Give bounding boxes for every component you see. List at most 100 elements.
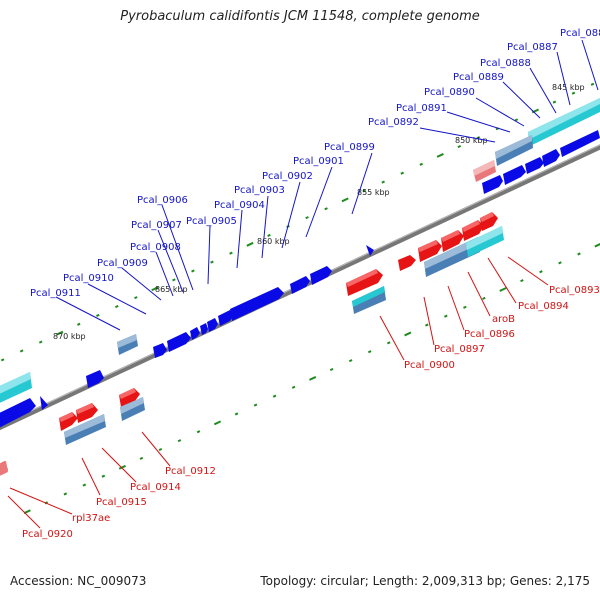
tick-mark: [151, 286, 159, 292]
gene-label-pcal-0911[interactable]: Pcal_0911: [30, 288, 81, 299]
tick-mark: [246, 241, 254, 247]
gene-label-aroB[interactable]: aroB: [492, 314, 515, 325]
tick-mark: [404, 331, 412, 337]
gene-label-pcal-0894[interactable]: Pcal_0894: [518, 301, 569, 312]
gene-label-pcal-0887[interactable]: Pcal_0887: [507, 42, 558, 53]
tick-mark: [291, 385, 296, 389]
tick-mark: [234, 412, 239, 416]
tick-mark: [425, 323, 429, 327]
tick-mark: [457, 144, 462, 149]
tick-mark: [19, 349, 24, 353]
tick-mark: [305, 216, 309, 220]
tick-mark: [436, 153, 444, 158]
tick-mark: [324, 207, 328, 211]
gene-label-pcal-0905[interactable]: Pcal_0905: [186, 216, 237, 227]
tick-mark: [76, 322, 81, 326]
gene-label-pcal-0888[interactable]: Pcal_0888: [480, 58, 531, 69]
tick-mark: [400, 171, 404, 175]
gene-label-pcal-0886[interactable]: Pcal_0886: [560, 28, 600, 39]
gene-label-pcal-0892[interactable]: Pcal_0892: [368, 117, 419, 128]
tick-mark: [56, 330, 64, 336]
leader-lines-top: [55, 39, 599, 331]
gene-label-pcal-0896[interactable]: Pcal_0896: [464, 329, 515, 340]
tick-mark: [419, 162, 424, 166]
kbp-label-870: 870 kbp: [53, 332, 86, 341]
leader-lines-bottom: [7, 256, 549, 529]
gene-label-pcal-0903[interactable]: Pcal_0903: [234, 185, 285, 196]
kbp-label-845: 845 kbp: [552, 83, 585, 92]
tick-mark: [348, 359, 353, 363]
tick-mark: [82, 483, 87, 487]
gene-label-rpl37ae[interactable]: rpl37ae: [72, 513, 110, 524]
tick-mark: [139, 456, 144, 460]
tick-mark: [552, 100, 557, 104]
gene-label-pcal-0900[interactable]: Pcal_0900: [404, 360, 455, 371]
tick-mark: [0, 358, 5, 362]
kbp-label-855: 855 kbp: [357, 188, 390, 197]
gene-label-pcal-0909[interactable]: Pcal_0909: [97, 258, 148, 269]
tick-mark: [229, 251, 233, 255]
tick-mark: [213, 420, 222, 426]
map-title: Pyrobaculum calidifontis JCM 11548, comp…: [120, 9, 480, 24]
tick-mark: [476, 136, 481, 140]
forward-genes-upper: [0, 130, 600, 428]
gene-label-pcal-0890[interactable]: Pcal_0890: [424, 87, 475, 98]
tick-mark: [539, 270, 543, 274]
tick-mark: [272, 394, 277, 398]
tick-mark: [329, 367, 334, 372]
tick-mark: [577, 252, 581, 256]
tick-mark: [520, 279, 524, 283]
gene-label-pcal-0914[interactable]: Pcal_0914: [130, 482, 181, 493]
tick-mark: [38, 340, 43, 344]
gene-label-pcal-0897[interactable]: Pcal_0897: [434, 344, 485, 355]
tick-mark: [341, 197, 349, 203]
tick-mark: [115, 304, 119, 309]
tick-mark: [590, 82, 595, 86]
tick-mark: [444, 314, 448, 318]
gene-label-pcal-0906[interactable]: Pcal_0906: [137, 195, 188, 206]
tick-mark: [309, 376, 317, 381]
gene-label-pcal-0908[interactable]: Pcal_0908: [130, 242, 181, 253]
gene-label-pcal-0920[interactable]: Pcal_0920: [22, 529, 73, 540]
tick-mark: [191, 269, 195, 273]
gene-label-pcal-0912[interactable]: Pcal_0912: [165, 466, 216, 477]
gene-label-pcal-0889[interactable]: Pcal_0889: [453, 72, 504, 83]
tick-mark: [63, 492, 68, 496]
tick-mark: [362, 189, 366, 193]
tick-mark: [386, 341, 391, 345]
gene-label-pcal-0915[interactable]: Pcal_0915: [96, 497, 147, 508]
tick-mark: [571, 91, 576, 95]
tick-mark: [514, 118, 519, 122]
tick-mark: [499, 287, 507, 292]
gene-label-pcal-0902[interactable]: Pcal_0902: [262, 171, 313, 182]
kbp-label-865: 865 kbp: [155, 285, 188, 294]
reverse-genes-lower: [0, 212, 498, 474]
pink-gene-left: [0, 461, 8, 476]
gene-label-pcal-0899[interactable]: Pcal_0899: [324, 142, 375, 153]
gene-label-pcal-0907[interactable]: Pcal_0907: [131, 220, 182, 231]
tick-mark: [210, 260, 214, 264]
tick-mark: [463, 305, 467, 309]
gene-label-pcal-0904[interactable]: Pcal_0904: [214, 200, 265, 211]
gene-label-pcal-0901[interactable]: Pcal_0901: [293, 156, 344, 167]
tick-mark: [134, 296, 138, 300]
gene-label-pcal-0891[interactable]: Pcal_0891: [396, 103, 447, 114]
gene-label-pcal-0910[interactable]: Pcal_0910: [63, 273, 114, 284]
tick-mark: [96, 313, 100, 317]
accession-text: Accession: NC_009073: [10, 574, 147, 588]
tick-mark: [367, 350, 372, 354]
tick-mark: [253, 403, 258, 407]
tick-mark: [172, 278, 176, 282]
kbp-label-850: 850 kbp: [455, 136, 488, 145]
tick-mark: [558, 261, 562, 265]
tick-mark: [381, 180, 385, 184]
topology-text: Topology: circular; Length: 2,009,313 bp…: [260, 574, 590, 588]
tick-mark: [482, 296, 486, 300]
kbp-label-860: 860 kbp: [257, 237, 290, 246]
tick-mark: [158, 447, 163, 452]
tick-mark: [177, 439, 182, 443]
tick-mark: [594, 243, 600, 248]
gene-label-pcal-0893[interactable]: Pcal_0893: [549, 285, 600, 296]
